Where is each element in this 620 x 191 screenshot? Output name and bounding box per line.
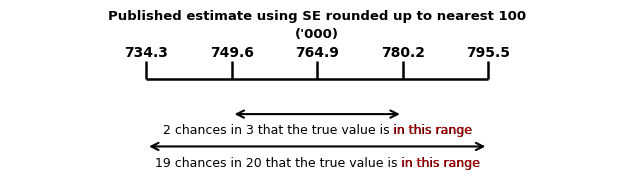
Text: in this range: in this range	[393, 124, 472, 137]
Text: 749.6: 749.6	[210, 46, 254, 60]
Text: 2 chances in 3 that the true value is in this range: 2 chances in 3 that the true value is in…	[162, 124, 472, 137]
Text: 734.3: 734.3	[124, 46, 168, 60]
Text: 780.2: 780.2	[381, 46, 425, 60]
Text: in this range: in this range	[401, 157, 479, 170]
Text: ('000): ('000)	[295, 28, 339, 40]
Text: 19 chances in 20 that the true value is in this range: 19 chances in 20 that the true value is …	[154, 157, 480, 170]
Text: 764.9: 764.9	[295, 46, 339, 60]
Text: Published estimate using SE rounded up to nearest 100: Published estimate using SE rounded up t…	[108, 10, 526, 23]
Text: 795.5: 795.5	[466, 46, 510, 60]
